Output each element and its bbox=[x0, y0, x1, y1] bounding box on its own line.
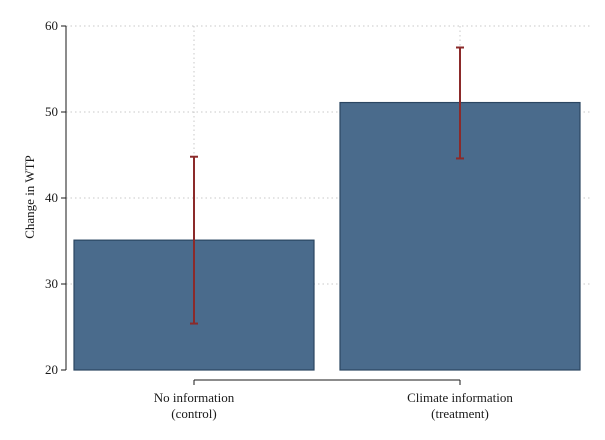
y-tick-label: 20 bbox=[45, 362, 58, 377]
y-tick-label: 60 bbox=[45, 18, 58, 33]
labels: 20 30 40 50 60 No information(control) Climate… bbox=[45, 18, 513, 421]
x-tick-label-line2: (control) bbox=[171, 406, 216, 421]
y-tick-label: 30 bbox=[45, 276, 58, 291]
bars bbox=[73, 101, 581, 371]
y-tick-label: 50 bbox=[45, 104, 58, 119]
x-tick-label-line1: No information bbox=[154, 390, 235, 405]
x-tick-label-line1: Climate information bbox=[407, 390, 513, 405]
y-axis-title: Change in WTP bbox=[22, 155, 37, 239]
error-bar-control bbox=[190, 155, 198, 325]
error-bar-treatment bbox=[456, 46, 464, 160]
error-bars bbox=[190, 46, 464, 325]
axes bbox=[61, 25, 461, 385]
y-tick-label: 40 bbox=[45, 190, 58, 205]
x-tick-label-line2: (treatment) bbox=[431, 406, 489, 421]
